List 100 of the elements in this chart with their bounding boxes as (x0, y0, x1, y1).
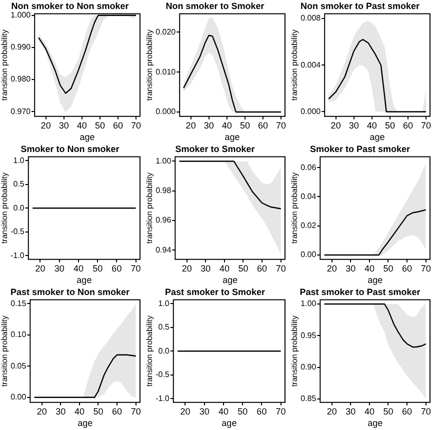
y-tick-label: 0.02 (300, 221, 317, 230)
y-tick-label: 0.008 (300, 14, 322, 23)
y-axis-title: transition probability (145, 30, 154, 101)
x-tick-label: 60 (402, 263, 412, 274)
y-tick-label: 0.990 (10, 42, 32, 52)
y-tick-label: 0.0 (13, 203, 25, 212)
x-tick-label: 50 (238, 406, 248, 416)
x-tick-label: 20 (186, 120, 196, 130)
y-tick-label: -0.5 (156, 370, 170, 380)
x-tick-label: 40 (74, 406, 84, 416)
y-axis-title: transition probability (290, 316, 300, 387)
x-tick-label: 50 (94, 120, 105, 130)
x-tick-label: 60 (402, 406, 412, 416)
x-tick-label: 40 (219, 263, 230, 274)
x-tick-label: 70 (420, 406, 431, 416)
chart-title: Smoker to Past smoker (310, 144, 411, 154)
x-tick-label: 60 (402, 120, 413, 130)
x-tick-label: 30 (200, 263, 211, 274)
x-axis-title: age (370, 132, 385, 142)
y-tick-label: 0.94 (156, 245, 172, 254)
x-tick-label: 40 (364, 263, 374, 274)
x-tick-label: 60 (257, 263, 268, 274)
x-tick-label: 60 (256, 406, 267, 416)
x-axis-title: age (222, 418, 237, 428)
x-tick-label: 40 (222, 120, 232, 130)
x-tick-label: 50 (92, 263, 103, 274)
y-tick-label: 0.020 (156, 27, 176, 36)
x-tick-label: 70 (276, 263, 286, 274)
x-axis-title: age (76, 275, 92, 286)
y-tick-label: 0.15 (10, 298, 27, 308)
y-axis-title: transition probability (290, 30, 300, 101)
chart-title: Non smoker to Past smoker (300, 0, 420, 11)
chart-title: Past smoker to Non smoker (10, 286, 130, 297)
x-tick-label: 50 (384, 120, 395, 130)
y-tick-label: 0.04 (300, 192, 317, 201)
x-tick-label: 50 (383, 406, 394, 416)
x-axis-title: age (224, 132, 240, 142)
y-tick-label: 0.05 (10, 361, 27, 370)
y-tick-label: -1.0 (156, 394, 170, 403)
y-axis-title: transition probability (145, 316, 154, 387)
x-tick-label: 20 (330, 120, 341, 130)
y-tick-label: 0.06 (300, 162, 317, 172)
chart-title: Past smoker to Smoker (164, 286, 266, 297)
y-axis-title: transition probability (145, 172, 154, 244)
y-tick-label: 1.000 (10, 10, 32, 20)
y-tick-label: 0.970 (10, 106, 32, 116)
y-tick-label: 0.96 (156, 216, 172, 225)
x-tick-label: 50 (93, 406, 104, 416)
y-axis-title: transition probability (290, 172, 300, 244)
x-tick-label: 40 (76, 120, 87, 130)
x-tick-label: 70 (276, 406, 286, 416)
x-tick-label: 30 (348, 120, 359, 130)
x-tick-label: 60 (258, 120, 268, 130)
x-tick-label: 30 (346, 263, 356, 274)
x-axis-title: age (78, 418, 93, 428)
x-tick-label: 70 (130, 263, 141, 274)
y-tick-label: 0.10 (10, 330, 27, 340)
y-tick-label: 0.5 (13, 180, 25, 189)
x-tick-label: 40 (366, 120, 377, 130)
y-tick-label: 0.0 (158, 346, 170, 356)
x-tick-label: 30 (54, 263, 64, 274)
y-tick-label: 0.00 (10, 392, 27, 402)
chart-title: Smoker to Non smoker (20, 144, 120, 154)
chart-title: Non smoker to Smoker (166, 0, 265, 11)
y-tick-label: 0.000 (300, 106, 322, 116)
y-tick-label: 1.0 (13, 156, 25, 165)
x-tick-label: 20 (40, 120, 51, 130)
x-tick-label: 20 (326, 263, 337, 274)
y-tick-label: 0.95 (300, 330, 317, 340)
x-tick-label: 70 (276, 120, 286, 130)
y-axis-title: transition probability (0, 30, 10, 101)
y-tick-label: 0.010 (156, 67, 176, 76)
y-tick-label: 0.85 (300, 394, 317, 404)
x-tick-label: 70 (421, 120, 432, 130)
y-axis-title: transition probability (0, 316, 10, 387)
y-tick-label: 1.0 (158, 298, 170, 308)
x-tick-label: 40 (218, 406, 228, 416)
x-tick-label: 30 (56, 406, 66, 416)
x-tick-label: 60 (112, 120, 123, 130)
chart-title: Past smoker to Past smoker (300, 286, 421, 297)
x-tick-label: 20 (36, 406, 47, 416)
x-axis-title: age (222, 275, 238, 286)
x-tick-label: 30 (346, 406, 356, 416)
y-tick-label: 1.00 (300, 299, 317, 308)
chart-title: Non smoker to Non smoker (11, 0, 130, 11)
x-tick-label: 70 (420, 263, 431, 274)
x-tick-label: 60 (112, 263, 122, 274)
x-tick-label: 30 (199, 406, 210, 416)
x-tick-label: 30 (58, 120, 69, 130)
x-tick-label: 20 (180, 406, 190, 416)
x-tick-label: 50 (240, 120, 250, 130)
y-tick-label: 0.5 (158, 322, 170, 332)
x-tick-label: 40 (73, 263, 84, 274)
x-tick-label: 60 (112, 406, 122, 416)
y-tick-label: 0.000 (156, 107, 176, 116)
x-tick-label: 20 (35, 263, 46, 274)
chart-title: Smoker to Smoker (175, 144, 256, 154)
y-axis-title: transition probability (0, 172, 10, 244)
x-tick-label: 30 (204, 120, 214, 130)
x-tick-label: 50 (238, 263, 248, 274)
